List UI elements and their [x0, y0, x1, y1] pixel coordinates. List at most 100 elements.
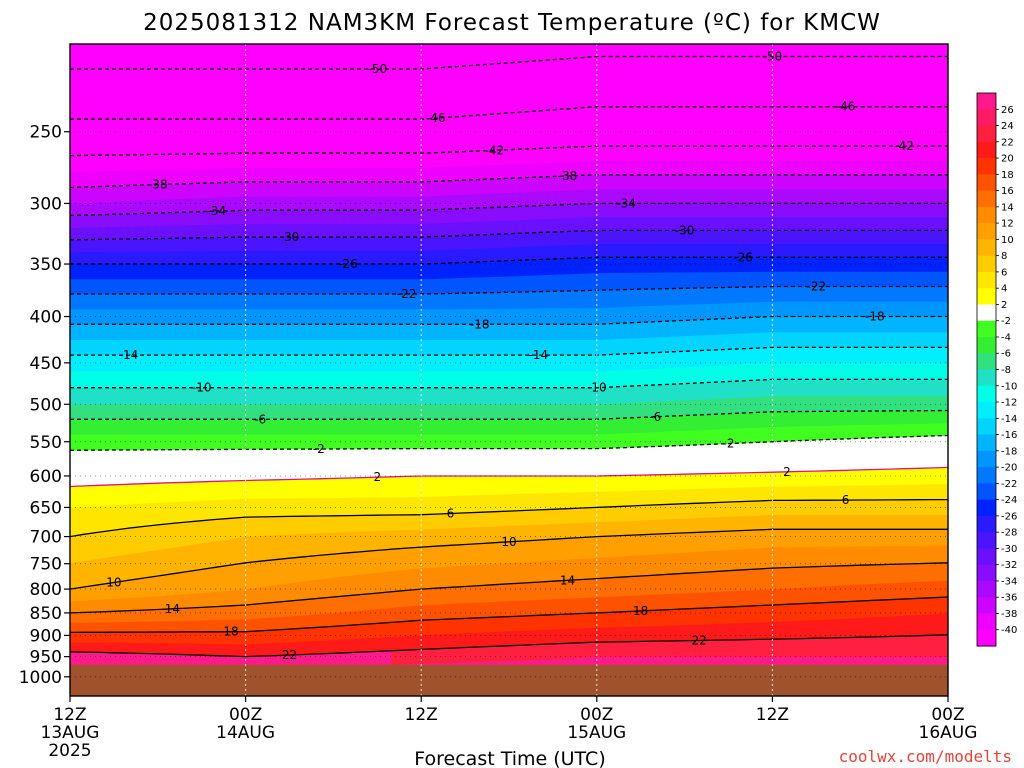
contour-label: 10: [106, 576, 121, 590]
colorbar-swatch: [977, 190, 996, 208]
contour-line: [69, 634, 949, 658]
ground-layer: [70, 664, 948, 696]
y-tick-label: 600: [30, 467, 62, 487]
y-tick-label: 350: [30, 255, 62, 275]
contour-line: [69, 174, 948, 189]
contour-line: [69, 434, 949, 451]
colorbar-swatch: [977, 271, 996, 289]
colorbar-swatch: [977, 580, 996, 598]
colorbar-swatch: [977, 613, 996, 631]
contour-label: -30: [280, 230, 300, 244]
contour-label: -6: [649, 410, 661, 424]
colorbar-swatch: [977, 369, 996, 387]
colorbar-swatch: [977, 515, 996, 533]
contour-label: -38: [558, 169, 578, 183]
contour-line: [69, 229, 948, 241]
colorbar-swatch: [977, 532, 996, 550]
contour-line: [70, 346, 948, 356]
contour-label: -34: [616, 196, 636, 210]
contour-label: 22: [282, 648, 297, 662]
colorbar-label: 18: [1001, 170, 1014, 181]
y-tick-label: 850: [30, 604, 62, 624]
colorbar-swatch: [977, 450, 996, 468]
contour-label: -22: [806, 280, 826, 294]
colorbar-label: -10: [1001, 381, 1017, 392]
colorbar-swatch: [977, 418, 996, 436]
x-tick-label: 12Z: [53, 705, 86, 725]
colorbar-label: -12: [1001, 398, 1017, 409]
y-tick-label: 650: [30, 498, 62, 518]
colorbar-label: -22: [1001, 479, 1017, 490]
contour-line: [69, 562, 949, 614]
x-axis-title: Forecast Time (UTC): [414, 748, 605, 768]
colorbar-swatch: [977, 158, 996, 175]
x-tick-label: 16AUG: [919, 723, 978, 743]
contour-label: 6: [447, 507, 455, 521]
colorbar-label: 6: [1001, 267, 1007, 278]
colorbar-label: 26: [1001, 105, 1014, 116]
colorbar-label: -2: [1001, 316, 1011, 327]
colorbar-swatch: [977, 353, 996, 371]
colorbar-label: -20: [1001, 463, 1017, 474]
contour-label: -14: [119, 348, 139, 362]
y-tick-label: 500: [30, 395, 62, 415]
colorbar-swatch: [977, 288, 996, 306]
y-tick-label: 800: [30, 580, 62, 600]
colorbar-label: -4: [1001, 332, 1011, 343]
contour-label: -50: [367, 62, 387, 76]
contour-label: 6: [842, 493, 850, 507]
colorbar-label: -8: [1001, 365, 1011, 376]
contour-line: [70, 378, 948, 389]
contour-label: -42: [894, 139, 914, 153]
temperature-contours: -50-50-46-46-42 -42-38-38-34-34-30-30-26-…: [69, 50, 949, 662]
x-tick-label: 12Z: [405, 705, 438, 725]
y-tick-label: 300: [30, 194, 62, 214]
colorbar-label: -40: [1001, 625, 1017, 636]
colorbar-swatch: [977, 385, 996, 403]
colorbar-label: 20: [1001, 154, 1014, 165]
contour-line: [69, 498, 948, 538]
colorbar-swatch: [977, 239, 996, 257]
contour-line: [69, 596, 949, 634]
plot-border: [69, 43, 949, 697]
colorbar-label: -38: [1001, 609, 1017, 620]
colorbar-legend: 26 24 22 20 18 16 14 12 10 8 6 4 2 -2 -4 -6 -8 -10 -12 -14 -…: [976, 92, 1017, 647]
contour-label: -22: [397, 287, 417, 301]
contour-label: -26: [733, 250, 753, 264]
colorbar-label: 24: [1001, 121, 1014, 132]
x-tick-label: 2025: [48, 741, 91, 761]
contour-label: -42: [485, 143, 505, 157]
contour-line: [69, 528, 948, 590]
contour-label: -2: [313, 442, 325, 456]
y-tick-label: 250: [30, 123, 62, 143]
colorbar-label: -28: [1001, 528, 1017, 539]
contour-label: -10: [192, 381, 212, 395]
colorbar-swatch: [977, 255, 996, 273]
colorbar-label: 10: [1001, 235, 1014, 246]
y-axis: 2503003504004505005506006507007508008509…: [19, 123, 70, 688]
colorbar-label: 8: [1001, 251, 1007, 262]
contour-line: [70, 256, 948, 265]
colorbar-swatch: [977, 206, 996, 224]
y-tick-label: 1000: [19, 668, 62, 688]
colorbar-swatch: [977, 304, 996, 322]
contour-label: -30: [675, 223, 695, 237]
chart-title: 2025081312 NAM3KM Forecast Temperature (…: [143, 10, 881, 36]
colorbar-label: -32: [1001, 560, 1017, 571]
colorbar-label: 16: [1001, 186, 1014, 197]
colorbar-label: -14: [1001, 414, 1017, 425]
colorbar-swatch: [977, 483, 996, 501]
contour-label: -2: [723, 437, 735, 451]
contour-line: [70, 409, 949, 420]
ground-fill: [70, 664, 948, 696]
colorbar-swatch: [977, 223, 996, 240]
contour-label: -46: [426, 111, 446, 125]
colorbar-swatch: [977, 174, 996, 192]
colorbar-swatch: [977, 629, 996, 647]
colorbar-label: 4: [1001, 284, 1007, 295]
contour-label: -38: [148, 178, 168, 192]
y-tick-label: 700: [30, 528, 62, 548]
colorbar-label: -18: [1001, 446, 1017, 457]
contour-label: 14: [165, 602, 180, 616]
